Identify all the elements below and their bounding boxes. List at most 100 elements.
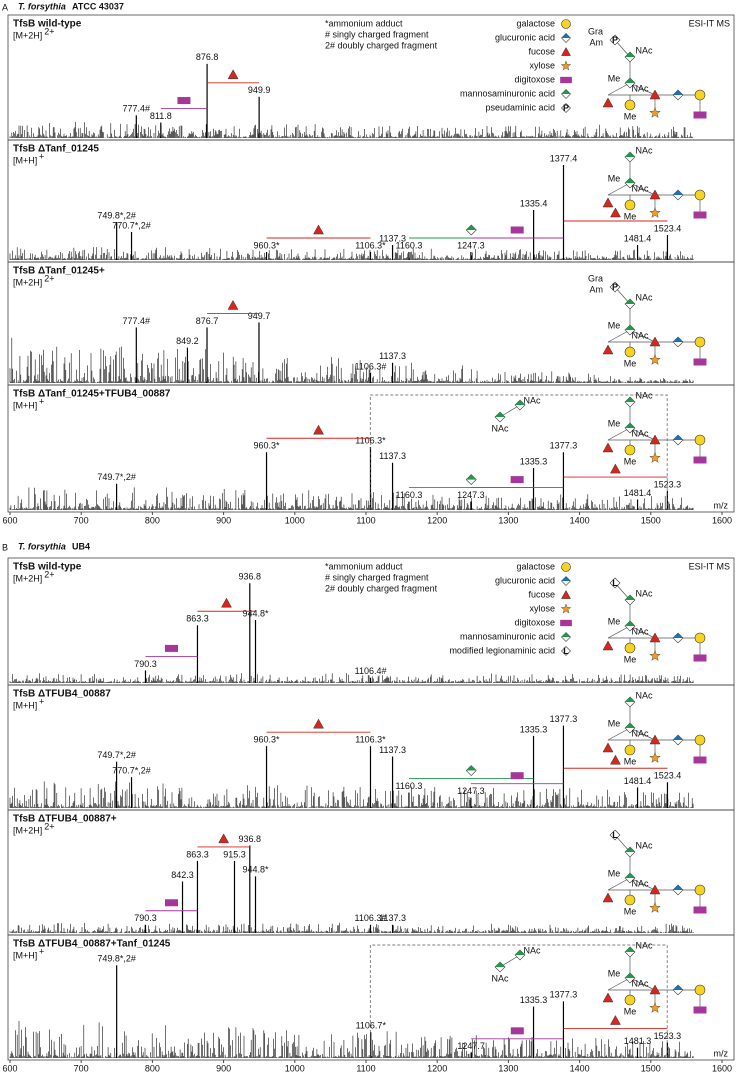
- fucose-symbol: [649, 984, 661, 995]
- fucose-symbol: [610, 754, 621, 765]
- peak-label: 1137.3: [379, 913, 406, 923]
- fucose-symbol: [649, 89, 661, 100]
- glycan-link: [607, 82, 631, 96]
- ion-type: [M+H]: [13, 700, 37, 710]
- panel-organism: T. forsythia: [18, 1, 66, 11]
- fucose-symbol: [313, 224, 324, 235]
- peak-label: 1523.4: [654, 771, 682, 781]
- peak-label: 960.3*: [254, 441, 281, 451]
- mannosaminuronic-acid-symbol: [625, 973, 635, 978]
- glycan-label: NAc: [635, 940, 653, 950]
- peak-label: 936.8: [239, 834, 262, 844]
- galactose-symbol: [694, 434, 706, 446]
- peak-label: 770.7*,2#: [112, 765, 151, 775]
- glycan-label: NAc: [631, 626, 649, 636]
- fucose-symbol: [602, 992, 614, 1003]
- ion-charge: 2+: [44, 569, 54, 579]
- glucuronic-acid-symbol: [561, 576, 571, 581]
- peak-label: 1335.3: [520, 995, 548, 1005]
- glycan-link: [629, 977, 656, 991]
- x-tick-label: 700: [74, 515, 89, 525]
- peak-label: 1481.4: [624, 776, 652, 786]
- mannosaminuronic-acid-symbol: [625, 78, 635, 83]
- galactose-symbol: [694, 189, 706, 201]
- ion-charge: +: [39, 946, 44, 956]
- fucose-symbol: [227, 69, 239, 80]
- glucuronic-acid-symbol: [673, 735, 683, 740]
- spectrum-name: TfsB ΔTanf_01245+: [13, 266, 105, 277]
- glucuronic-acid-symbol: [673, 435, 683, 440]
- peak-label: 1106.7*: [356, 1021, 387, 1031]
- legend-label: glucuronic acid: [495, 32, 555, 42]
- fucose-symbol: [610, 207, 621, 218]
- spectrum-box: [7, 934, 735, 1061]
- mannosaminuronic-acid-symbol: [625, 723, 635, 728]
- digitoxose-symbol: [164, 644, 178, 652]
- top-residue-symbol: [561, 103, 571, 113]
- peak-label: 1247.7: [457, 1041, 485, 1051]
- glycan-label: Me: [608, 73, 621, 83]
- peak-label: 1377.3: [550, 990, 578, 1000]
- fucose-symbol: [218, 833, 230, 844]
- ion-type: [M+2H]: [13, 825, 42, 835]
- fucose-symbol: [649, 884, 661, 895]
- glycan-link: [629, 182, 656, 196]
- peak-label: 1481.4: [624, 233, 652, 243]
- legend-label: fucose: [528, 46, 555, 56]
- noise-trace: [9, 673, 694, 683]
- x-tick-label: 1500: [641, 1063, 661, 1073]
- galactose-symbol: [624, 444, 636, 456]
- galactose-symbol: [694, 984, 706, 996]
- peak-label: 1481.3: [624, 1036, 652, 1046]
- glycan-label: NAc: [635, 690, 653, 700]
- top-residue-letter: L: [612, 578, 618, 588]
- glycan-label: NAc: [491, 423, 509, 433]
- fucose-symbol: [609, 1015, 621, 1025]
- glycan-label: NAc: [491, 973, 509, 983]
- fucose-symbol: [649, 189, 661, 200]
- top-residue-symbol: [609, 829, 621, 841]
- x-tick-label: 1200: [427, 1063, 447, 1073]
- galactose-symbol: [694, 89, 706, 101]
- peak-label: 863.3: [186, 849, 209, 859]
- peak-label: 876.7: [196, 316, 219, 326]
- panel-strain: UB4: [72, 541, 90, 551]
- digitoxose-symbol: [560, 76, 572, 84]
- x-tick-label: 700: [74, 1063, 89, 1073]
- legend-label: xylose: [529, 603, 555, 613]
- top-residue-letter: L: [612, 830, 618, 840]
- mannosaminuronic-acid-symbol: [466, 225, 477, 230]
- x-tick-label: 1000: [285, 1063, 305, 1073]
- x-axis-label: m/z: [714, 500, 729, 510]
- mannosaminuronic-acid-symbol: [625, 52, 635, 57]
- peak-label: 749.8*,2#: [97, 954, 136, 964]
- peak-label: 849.2: [176, 336, 199, 346]
- glycan-label: Am: [590, 37, 604, 47]
- fucose-symbol: [561, 589, 571, 599]
- peak-label: 1137.3: [379, 745, 406, 755]
- digitoxose-symbol: [693, 456, 707, 464]
- panel-strain: ATCC 43037: [72, 1, 124, 11]
- legend-label: digitoxose: [514, 74, 555, 84]
- x-tick-label: 1600: [712, 1063, 732, 1073]
- peak-label: 1160.3: [396, 490, 423, 500]
- peak-label: 944.8*: [242, 865, 269, 875]
- peak-label: 749.7*,2#: [97, 750, 136, 760]
- glycan-label: Gra: [588, 273, 603, 283]
- glycan-label: NAc: [635, 45, 653, 55]
- ion-charge: +: [39, 696, 44, 706]
- top-residue-letter: L: [563, 646, 569, 656]
- glycan-label: Me: [624, 1006, 637, 1016]
- x-tick-label: 1500: [641, 515, 661, 525]
- peak-label: 770.7*,2#: [112, 220, 151, 230]
- top-residue-letter: P: [612, 282, 618, 292]
- xylose-symbol: [649, 751, 661, 763]
- legend-label: pseudaminic acid: [485, 102, 555, 112]
- glycan-label: Gra: [588, 26, 603, 36]
- legend-label: fucose: [528, 589, 555, 599]
- x-tick-label: 600: [2, 515, 17, 525]
- glycan-label: NAc: [635, 292, 653, 302]
- glycan-link: [629, 625, 656, 639]
- digitoxose-symbol: [693, 654, 707, 662]
- galactose-symbol: [561, 562, 571, 572]
